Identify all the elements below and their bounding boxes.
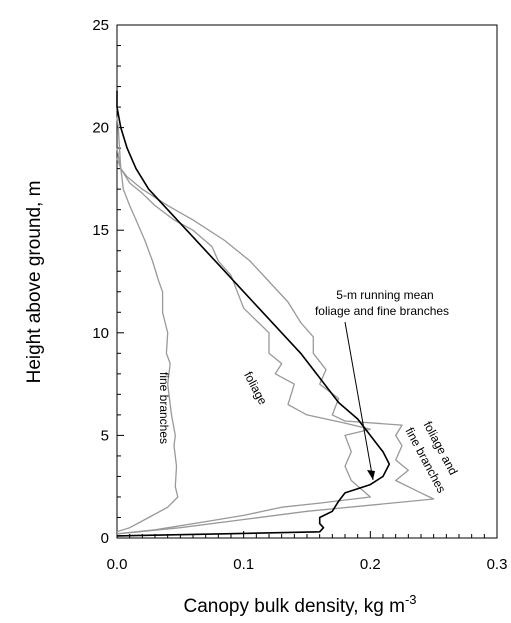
x-axis-title-main: Canopy bulk density, kg m bbox=[184, 596, 405, 617]
y-tick-label: 0 bbox=[101, 530, 109, 547]
y-tick-label: 20 bbox=[92, 120, 109, 137]
y-axis-title: Height above ground, m bbox=[24, 181, 45, 384]
x-tick-label: 0.1 bbox=[233, 556, 254, 573]
y-tick-label: 10 bbox=[92, 325, 109, 342]
x-tick-label: 0.3 bbox=[487, 556, 508, 573]
annotation-fine-branches: fine branches bbox=[157, 372, 171, 444]
series-line-running-mean bbox=[116, 90, 391, 537]
running-mean-arrow-line bbox=[346, 322, 348, 324]
annotation-foliage: foliage bbox=[241, 369, 270, 407]
series-layer bbox=[116, 90, 435, 537]
series-line-fine-branches bbox=[116, 117, 179, 533]
x-axis-title: Canopy bulk density, kg m-3 bbox=[184, 592, 417, 617]
x-tick-label: 0.0 bbox=[107, 556, 128, 573]
annotation-running-mean-line2: foliage and fine branches bbox=[315, 304, 449, 318]
series-line-foliage-fine-branches bbox=[116, 147, 435, 535]
x-axis-title-sup: -3 bbox=[405, 592, 417, 607]
y-tick-label: 5 bbox=[101, 427, 109, 444]
running-mean-arrowhead bbox=[367, 470, 375, 480]
running-mean-arrow bbox=[344, 321, 374, 481]
annotation-running-mean-line1: 5-m running mean bbox=[336, 288, 433, 302]
y-tick-label: 15 bbox=[92, 222, 109, 239]
y-tick-label: 25 bbox=[92, 17, 109, 34]
x-tick-label: 0.2 bbox=[360, 556, 381, 573]
series-line-foliage bbox=[116, 158, 371, 535]
